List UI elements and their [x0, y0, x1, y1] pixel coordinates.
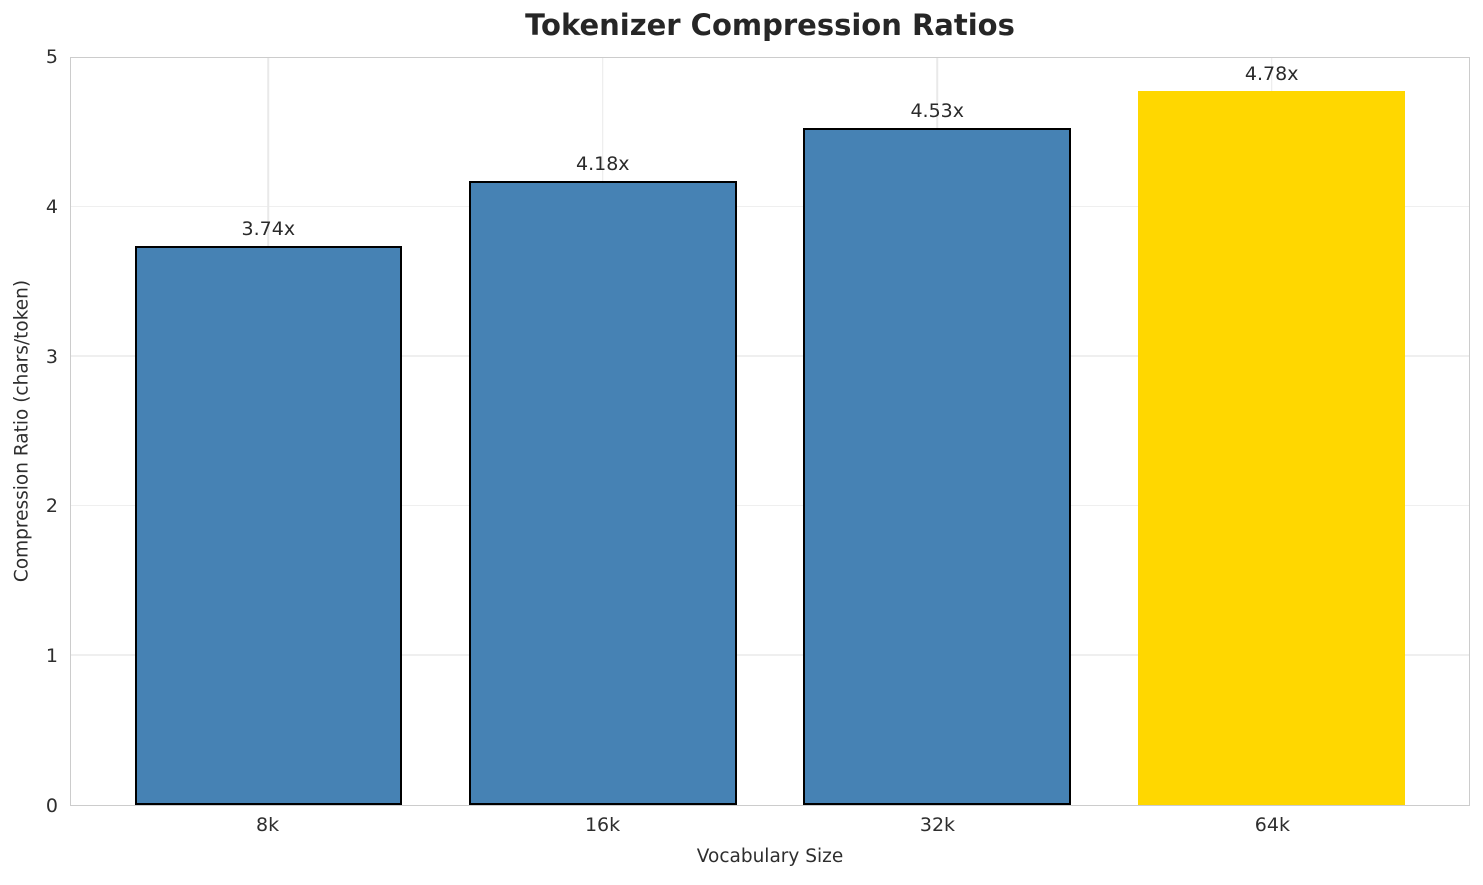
bar-value-label: 4.78x	[1244, 62, 1299, 85]
y-tick-label: 5	[45, 46, 58, 68]
x-tick-label: 64k	[1254, 814, 1290, 836]
y-tick-label: 0	[45, 795, 58, 817]
bar-value-label: 4.18x	[575, 152, 630, 175]
y-tick-label: 4	[45, 195, 58, 218]
y-axis-label: Compression Ratio (chars/token)	[11, 279, 33, 583]
y-tick-label: 2	[45, 495, 58, 518]
bar-8k	[134, 246, 403, 805]
bar-32k	[803, 128, 1071, 805]
bar-value-label: 4.53x	[910, 100, 964, 123]
horizontal-gridline	[71, 205, 1469, 208]
horizontal-gridline	[71, 654, 1469, 656]
horizontal-gridline	[71, 504, 1469, 507]
chart-title: Tokenizer Compression Ratios	[525, 8, 1015, 42]
x-tick-label: 16k	[584, 814, 621, 836]
x-tick-label: 32k	[919, 814, 956, 836]
horizontal-gridline	[71, 355, 1469, 357]
bar-64k	[1137, 90, 1406, 805]
x-axis-label: Vocabulary Size	[696, 846, 844, 867]
y-axis-ticks: 0 1 2 3 4 5	[0, 46, 58, 817]
bar-16k	[468, 180, 737, 805]
bar-value-label: 3.74x	[241, 218, 296, 241]
y-tick-label: 1	[45, 645, 58, 668]
plot-area: 3.74x 4.18x 4.53x 4.78x	[70, 57, 1470, 806]
y-tick-label: 3	[45, 345, 58, 368]
x-tick-label: 8k	[256, 814, 280, 836]
x-axis-ticks: 8k 16k 32k 64k	[70, 814, 1470, 840]
